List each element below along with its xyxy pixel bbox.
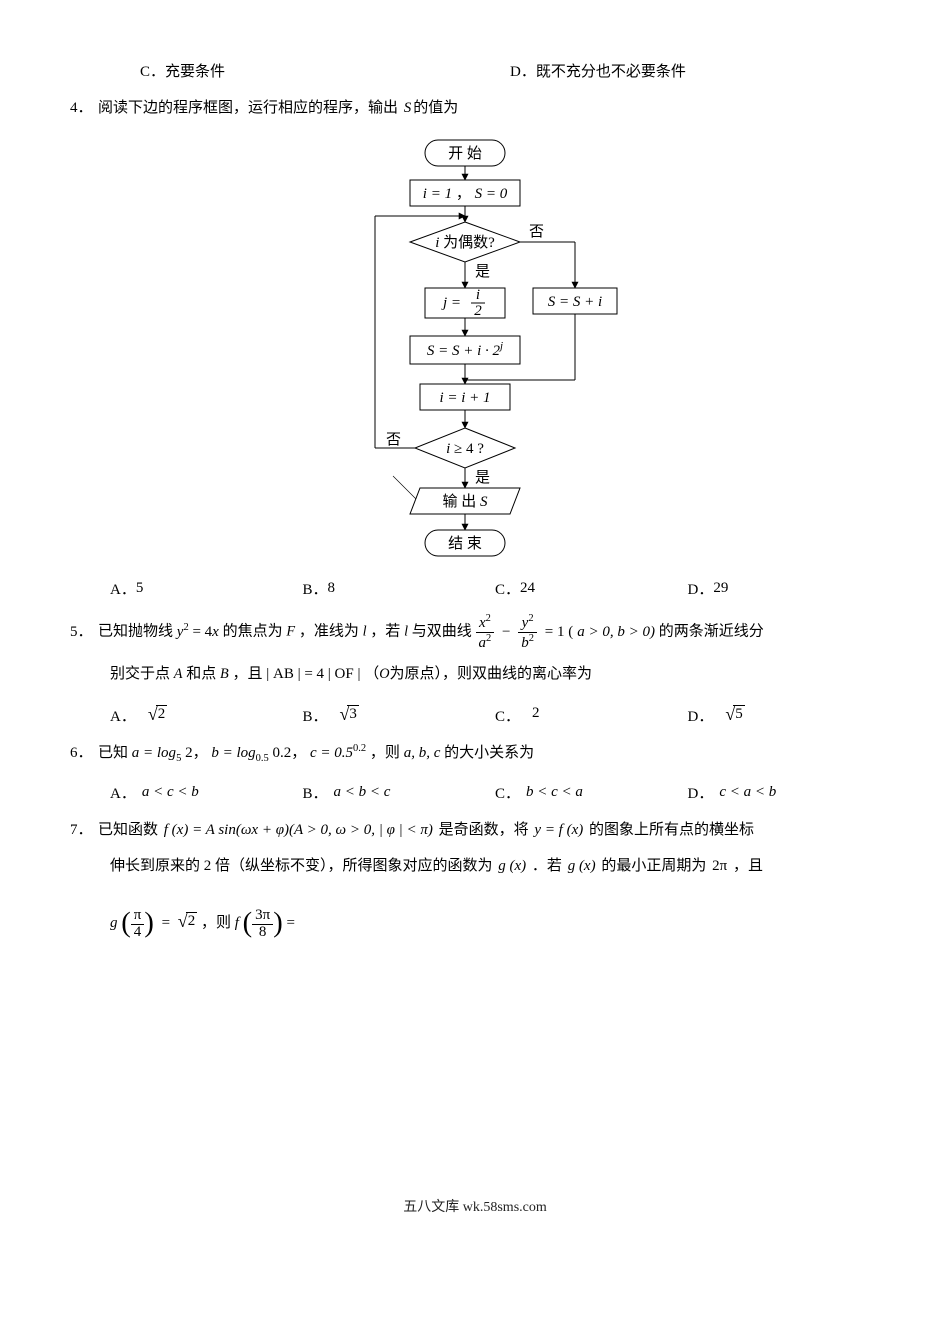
fc-s-plus-i: S = S + i	[548, 294, 602, 310]
svg-text:i = 1 ， S = 0: i = 1 ， S = 0	[423, 186, 508, 202]
fc-yes: 是	[475, 264, 490, 280]
fc-iinc: i = i + 1	[439, 390, 490, 406]
fc-init-left: i = 1	[423, 186, 452, 202]
q5-opt-b: B．√3	[303, 705, 496, 726]
page-footer: 五八文库 wk.58sms.com	[0, 1196, 950, 1216]
fc-jden: 2	[474, 303, 482, 319]
question-number: 4．	[70, 95, 98, 122]
q5-num: 5．	[70, 619, 98, 646]
fc-end: 结 束	[448, 535, 482, 552]
q5-opt-d: D．√5	[688, 705, 881, 726]
q6-abc: a, b, c	[404, 745, 441, 761]
q4-var: S	[402, 100, 414, 116]
q5-t3: ，准线为	[299, 624, 359, 640]
question-6: 6．已知 a = log5 2， b = log0.5 0.2， c = 0.5…	[70, 740, 880, 769]
fc-start: 开 始	[448, 145, 482, 162]
fc-ge4-yes: 是	[475, 470, 490, 486]
fc-ge4-no: 否	[386, 432, 401, 448]
q4-opt-a: A．5	[110, 578, 303, 599]
svg-text:i ≥ 4 ?: i ≥ 4 ?	[446, 441, 484, 457]
fc-init-right: S = 0	[475, 186, 508, 202]
q6-t2: ，则	[370, 745, 400, 761]
q7-yfx: y = f (x)	[532, 822, 585, 838]
question-4: 4．阅读下边的程序框图，运行相应的程序，输出 S的值为	[70, 95, 880, 122]
q5-t5: 与双曲线	[412, 624, 472, 640]
q5-l: l	[363, 624, 367, 640]
q5-options: A．√2 B．√3 C．2 D．√5	[110, 705, 880, 726]
q6-num: 6．	[70, 740, 98, 767]
q5-l2: l	[404, 624, 408, 640]
q7-num: 7．	[70, 817, 98, 844]
q6-t1: 已知	[98, 745, 128, 761]
q7-t1: 已知函数	[98, 822, 158, 838]
q7-t3: 的图象上所有点的横坐标	[589, 822, 754, 838]
q4-opt-c: C．24	[495, 578, 688, 599]
q6-opt-b: B．a < b < c	[303, 782, 496, 803]
q7-line3: g (π4) = √2 ，则 f (3π8) =	[110, 907, 880, 940]
q6-opt-c: C．b < c < a	[495, 782, 688, 803]
q5-opt-a: A．√2	[110, 705, 303, 726]
q4-text: 阅读下边的程序框图，运行相应的程序，输出	[98, 100, 398, 116]
svg-text:输 出 S: 输 出 S	[442, 493, 488, 510]
fc-no: 否	[529, 224, 544, 240]
q5-t1: 已知抛物线	[98, 624, 173, 640]
q5-F: F	[286, 624, 295, 640]
q4-options: A．5 B．8 C．24 D．29	[110, 578, 880, 599]
fc-s2j: S = S + i · 2	[427, 343, 501, 359]
q5-t2: 的焦点为	[223, 624, 283, 640]
question-7: 7．已知函数 f (x) = A sin(ωx + φ)(A > 0, ω > …	[70, 817, 880, 940]
q7-t2: 是奇函数，将	[439, 822, 529, 838]
q5-opt-c: C．2	[495, 705, 688, 726]
q5-t4: ，若	[370, 624, 400, 640]
q5-line2: 别交于点 A 和点 B ，且 | AB | = 4 | OF | （O为原点），…	[110, 658, 880, 691]
svg-text:i 为偶数?: i 为偶数?	[435, 234, 495, 251]
option-c: C．充要条件	[140, 60, 510, 81]
svg-text:j =: j =	[441, 295, 461, 311]
q7-fx: f (x) = A sin(ωx + φ)(A > 0, ω > 0, | φ …	[162, 822, 435, 838]
options-cd: C．充要条件 D．既不充分也不必要条件	[140, 60, 880, 81]
q4-tail: 的值为	[413, 100, 458, 116]
q4-opt-b: B．8	[303, 578, 496, 599]
question-5: 5．已知抛物线 y2 = 4x 的焦点为 F ，准线为 l ，若 l 与双曲线 …	[70, 613, 880, 691]
option-d: D．既不充分也不必要条件	[510, 60, 880, 81]
svg-text:S = S + i · 2j: S = S + i · 2j	[427, 340, 503, 359]
q4-opt-d: D．29	[688, 578, 881, 599]
q6-options: A．a < c < b B．a < b < c C．b < c < a D．c …	[110, 782, 880, 803]
q6-opt-d: D．c < a < b	[688, 782, 881, 803]
q6-opt-a: A．a < c < b	[110, 782, 303, 803]
fc-jnum: i	[476, 287, 480, 303]
q5-t6: 的两条渐近线分	[659, 624, 764, 640]
q7-line2: 伸长到原来的 2 倍（纵坐标不变），所得图象对应的函数为 g (x) ．若 g …	[110, 850, 880, 883]
flowchart-svg: 开 始 i = 1 ， S = 0 i 为偶数? 是 否 S = S +	[315, 136, 635, 566]
q6-t3: 的大小关系为	[444, 745, 534, 761]
flowchart: 开 始 i = 1 ， S = 0 i 为偶数? 是 否 S = S +	[70, 136, 880, 566]
